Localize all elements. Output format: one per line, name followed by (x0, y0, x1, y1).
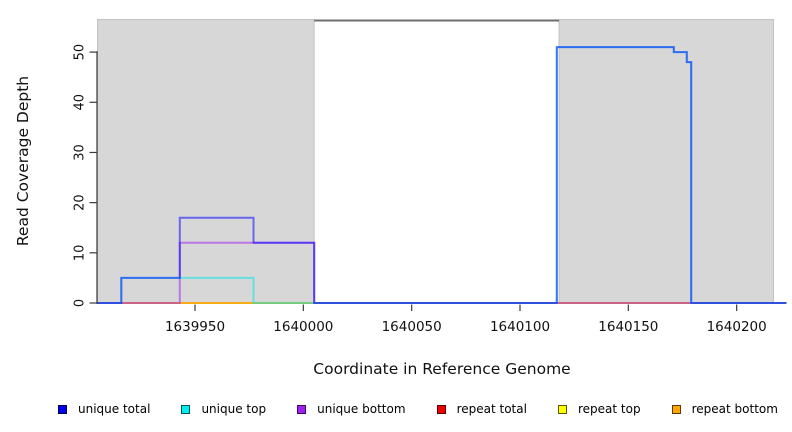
y-tick-label: 40 (73, 94, 88, 111)
x-axis-title: Coordinate in Reference Genome (313, 360, 570, 378)
shaded-regions-layer (97, 19, 774, 304)
legend-swatch-icon (58, 404, 67, 414)
legend-swatch-icon (297, 404, 307, 414)
y-tick-label: 20 (73, 194, 88, 211)
legend-swatch-icon (436, 404, 446, 414)
axes-layer: 0 10 20 30 40 50 1639950 1640000 1640050 1640100 1… (73, 44, 767, 335)
y-tick-label: 10 (73, 245, 88, 262)
x-tick-label: 1640050 (382, 319, 442, 335)
x-tick-label: 1640200 (707, 319, 767, 335)
x-tick-label: 1639950 (165, 319, 225, 335)
legend-label: repeat top (577, 402, 641, 416)
y-tick-label: 50 (73, 44, 88, 61)
y-axis-title: Read Coverage Depth (14, 76, 32, 246)
legend-label: unique bottom (317, 402, 406, 416)
legend-item-unique-top: unique top (181, 403, 266, 415)
legend-item-unique-total: unique total (58, 403, 150, 415)
series-line-unique-total (97, 46, 787, 304)
y-tick-label: 0 (73, 299, 88, 307)
shaded-region-1 (97, 19, 315, 304)
legend-swatch-icon (671, 404, 681, 414)
coverage-plot: 0 10 20 30 40 50 1639950 1640000 1640050 1640100 1… (14, 19, 787, 378)
legend-label: repeat bottom (691, 402, 778, 416)
legend-label: unique total (78, 402, 151, 416)
legend-item-unique-bottom: unique bottom (297, 402, 406, 416)
x-tick-label: 1640000 (273, 319, 333, 335)
legend-item-repeat-top: repeat top (557, 402, 641, 416)
series-layer (97, 46, 787, 304)
legend-label: repeat total (456, 402, 527, 416)
legend-swatch-icon (557, 404, 567, 414)
x-tick-label: 1640150 (598, 319, 658, 335)
legend-swatch-icon (181, 404, 191, 414)
legend-label: unique top (201, 402, 267, 416)
legend-item-repeat-bottom: repeat bottom (671, 402, 778, 416)
legend-item-repeat-total: repeat total (436, 402, 527, 416)
y-tick-label: 30 (73, 144, 88, 161)
x-tick-label: 1640100 (490, 319, 550, 335)
legend: unique total unique top unique bottom repea… (58, 398, 778, 420)
shaded-region-2 (558, 19, 774, 304)
